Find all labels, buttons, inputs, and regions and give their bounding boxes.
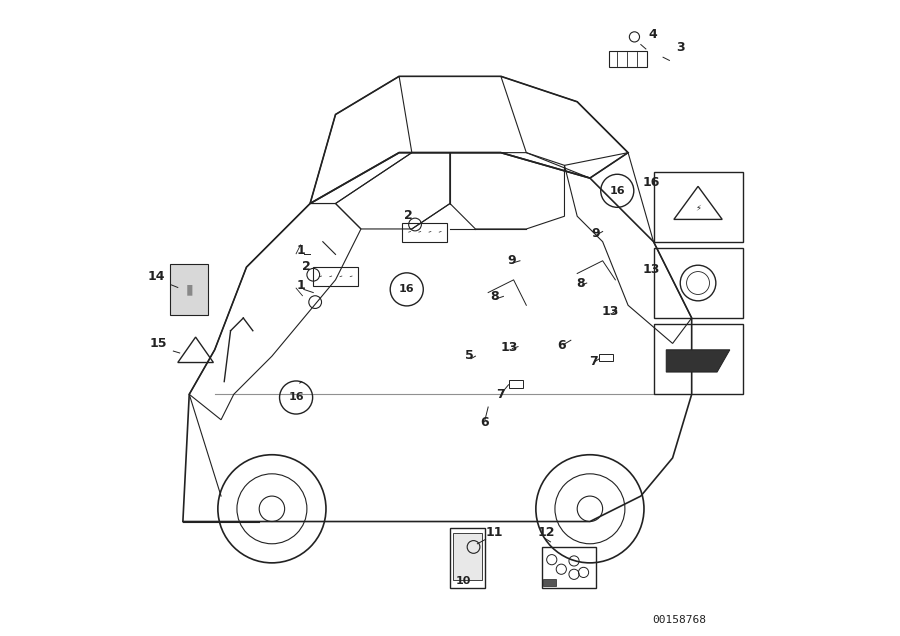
Bar xyxy=(599,354,614,361)
Bar xyxy=(653,172,742,242)
Text: 1: 1 xyxy=(296,244,305,258)
Text: 6: 6 xyxy=(481,416,490,429)
Text: 7: 7 xyxy=(496,387,505,401)
Text: 3: 3 xyxy=(676,41,684,54)
Bar xyxy=(508,380,523,388)
Text: 8: 8 xyxy=(576,277,585,291)
Text: 5: 5 xyxy=(465,349,474,363)
Text: 00158768: 00158768 xyxy=(652,614,706,625)
Bar xyxy=(653,248,742,318)
Text: 2: 2 xyxy=(404,209,413,223)
Text: 13: 13 xyxy=(601,305,618,318)
Text: 14: 14 xyxy=(148,270,165,283)
Bar xyxy=(609,51,647,67)
Bar xyxy=(313,267,358,286)
Bar xyxy=(170,264,208,315)
Text: 1: 1 xyxy=(296,279,305,293)
Text: 16: 16 xyxy=(288,392,304,403)
Text: 7: 7 xyxy=(589,355,598,368)
Text: 13: 13 xyxy=(642,263,660,275)
Text: 15: 15 xyxy=(149,336,167,350)
Text: 11: 11 xyxy=(486,525,503,539)
Text: 2: 2 xyxy=(302,260,311,273)
Text: 16: 16 xyxy=(609,186,626,196)
Text: 16: 16 xyxy=(399,284,415,294)
Bar xyxy=(453,533,482,580)
Bar xyxy=(402,223,446,242)
Bar xyxy=(543,579,555,586)
Bar xyxy=(450,528,485,588)
Polygon shape xyxy=(666,350,730,372)
Text: 9: 9 xyxy=(591,226,599,240)
Bar xyxy=(653,324,742,394)
Text: 16: 16 xyxy=(642,176,660,189)
Text: 10: 10 xyxy=(455,576,471,586)
Text: 6: 6 xyxy=(557,338,565,352)
Text: 13: 13 xyxy=(501,341,518,354)
Text: 12: 12 xyxy=(538,525,555,539)
Bar xyxy=(542,547,596,588)
Text: 9: 9 xyxy=(508,254,516,267)
Text: 8: 8 xyxy=(491,290,499,303)
Text: ⚡: ⚡ xyxy=(695,204,701,212)
Text: 4: 4 xyxy=(648,28,657,41)
Text: ▮: ▮ xyxy=(185,282,193,296)
